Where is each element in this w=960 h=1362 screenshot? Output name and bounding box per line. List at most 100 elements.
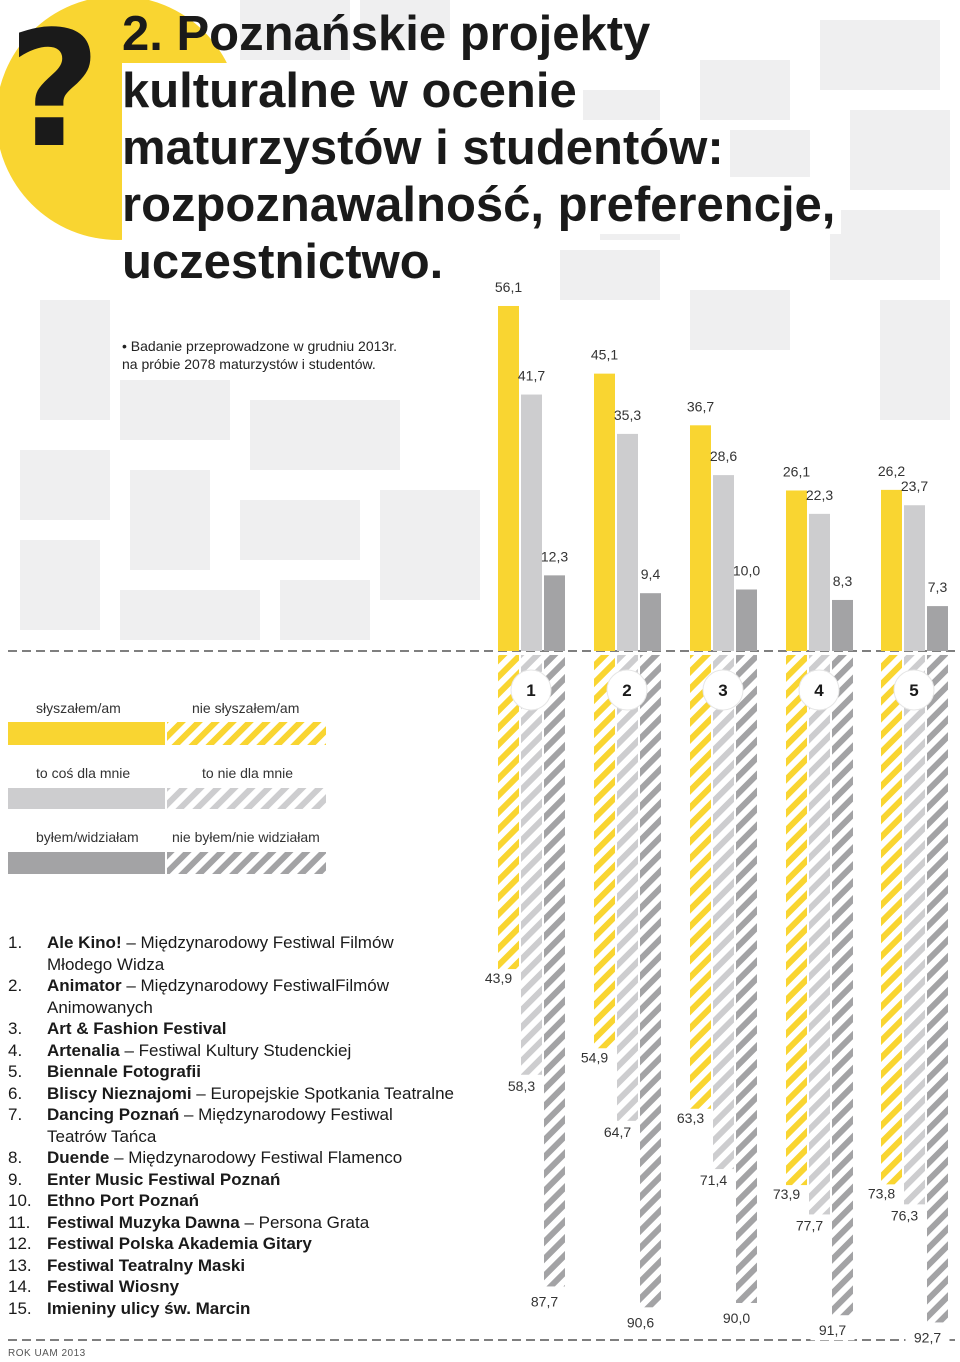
category-label: 5 bbox=[909, 681, 918, 700]
list-item-description: – Persona Grata bbox=[239, 1212, 370, 1232]
list-item: 9. Enter Music Festiwal Poznań bbox=[8, 1169, 454, 1191]
list-item-number: 13. bbox=[8, 1255, 32, 1275]
value-label-bg bbox=[595, 1122, 640, 1142]
value-label: 77,7 bbox=[796, 1217, 823, 1233]
title-line: 2. Poznańskie projekty bbox=[122, 7, 651, 61]
title-line: rozpoznawalność, preferencje, bbox=[122, 177, 842, 234]
value-label: 58,3 bbox=[508, 1078, 535, 1094]
value-label: 22,3 bbox=[806, 487, 833, 503]
category-circle bbox=[798, 669, 840, 711]
bar-heard bbox=[594, 373, 615, 651]
bar-heard bbox=[498, 305, 519, 651]
value-label: 76,3 bbox=[891, 1207, 918, 1223]
list-item-name: Bliscy Nieznajomi bbox=[47, 1083, 192, 1103]
value-label: 73,8 bbox=[868, 1185, 895, 1201]
legend-label-for-me: to coś dla mnie bbox=[36, 765, 131, 781]
note-line: • Badanie przeprowadzone w grudniu 2013r… bbox=[122, 338, 397, 354]
bar-attended bbox=[832, 599, 853, 651]
bar-not-for-me bbox=[809, 655, 830, 1215]
lower-bars bbox=[498, 655, 948, 1323]
value-label: 36,7 bbox=[687, 398, 714, 414]
list-item-name: Festiwal Muzyka Dawna bbox=[47, 1212, 240, 1232]
list-item-name: Ethno Port Poznań bbox=[47, 1191, 200, 1210]
value-label: 9,4 bbox=[641, 566, 661, 582]
bar-heard bbox=[786, 490, 807, 651]
list-item: 13. Festiwal Teatralny Maski bbox=[8, 1255, 454, 1277]
list-item-name: Dancing Poznań bbox=[47, 1105, 180, 1124]
footer-credit: ROK UAM 2013 bbox=[8, 1348, 86, 1359]
bar-not-heard bbox=[498, 655, 519, 972]
bar-not-attended bbox=[736, 655, 757, 1303]
value-label-bg bbox=[764, 1185, 809, 1205]
page-title: 2. Poznańskie projekty kulturalne w ocen… bbox=[122, 6, 922, 291]
upper-bars bbox=[498, 305, 948, 651]
bar-for-me bbox=[904, 505, 925, 651]
value-label: 7,3 bbox=[928, 579, 948, 595]
value-label-bg bbox=[810, 1321, 855, 1341]
category-label: 2 bbox=[622, 681, 631, 700]
value-label-bg bbox=[882, 1206, 927, 1226]
list-item-number: 12. bbox=[8, 1234, 32, 1253]
legend-swatch-heard bbox=[8, 722, 165, 745]
list-item-number: 6. bbox=[8, 1083, 23, 1103]
title-line: maturzystów i studentów: bbox=[122, 120, 730, 177]
value-label-bg bbox=[618, 1313, 663, 1333]
note-line: na próbie 2078 maturzystów i studentów. bbox=[122, 356, 376, 372]
legend-swatch-not-for-me bbox=[167, 788, 326, 809]
value-label: 23,7 bbox=[901, 478, 928, 494]
list-item-description: – Międzynarodowy Festiwal Flamenco bbox=[109, 1148, 403, 1167]
list-item-description: – Międzynarodowy Festiwal bbox=[179, 1105, 393, 1124]
list-item-number: 7. bbox=[8, 1105, 23, 1124]
value-label: 8,3 bbox=[833, 573, 853, 589]
bar-attended bbox=[736, 589, 757, 651]
list-item-number: 5. bbox=[8, 1062, 23, 1081]
list-item: 6. Bliscy Nieznajomi – Europejskie Spotka… bbox=[8, 1083, 454, 1105]
bar-attended bbox=[640, 593, 661, 651]
upper-value-labels: 56,1 41,7 12,3 45,1 35,3 9,4 36,7 28,6 10,0 26,1 2… bbox=[495, 279, 948, 595]
category-label: 3 bbox=[718, 681, 727, 700]
legend-swatch-not-attended bbox=[167, 852, 326, 874]
bar-not-heard bbox=[881, 655, 902, 1187]
list-item-description: – Międzynarodowy FestiwalFilmów bbox=[121, 976, 389, 995]
bar-not-attended bbox=[544, 655, 565, 1287]
bar-not-for-me bbox=[713, 655, 734, 1170]
list-item-name: Animator bbox=[47, 976, 122, 995]
value-label-bg bbox=[668, 1108, 713, 1128]
list-item-number: 2. bbox=[8, 976, 23, 995]
category-label: 4 bbox=[814, 681, 824, 700]
bar-not-heard bbox=[786, 655, 807, 1188]
category-circles: 1 2 3 4 5 bbox=[510, 669, 935, 711]
list-item: 4. Artenalia – Festiwal Kultury Studencki… bbox=[8, 1040, 454, 1062]
bar-for-me bbox=[617, 433, 638, 651]
list-item: 8. Duende – Międzynarodowy Festiwal Flame… bbox=[8, 1147, 454, 1169]
value-label: 45,1 bbox=[591, 347, 618, 363]
value-label: 71,4 bbox=[700, 1172, 727, 1188]
list-item: 15. Imieniny ulicy św. Marcin bbox=[8, 1298, 454, 1320]
lower-value-labels: 43,9 58,3 87,7 54,9 64,7 90,6 63,3 71,4 90,0 73,9… bbox=[476, 969, 950, 1348]
value-label-bg bbox=[499, 1076, 544, 1096]
legend-swatch-for-me bbox=[8, 788, 165, 809]
value-label: 63,3 bbox=[677, 1110, 704, 1126]
bar-attended bbox=[927, 606, 948, 651]
value-label-bg bbox=[522, 1292, 567, 1312]
list-item: 14. Festiwal Wiosny bbox=[8, 1276, 454, 1298]
category-circle bbox=[702, 669, 744, 711]
list-item: 3. Art & Fashion Festival bbox=[8, 1018, 454, 1040]
bar-attended bbox=[544, 575, 565, 651]
list-item-name: Duende bbox=[47, 1148, 110, 1167]
list-item: 12. Festiwal Polska Akademia Gitary bbox=[8, 1233, 454, 1255]
list-item-number: 15. bbox=[8, 1298, 32, 1318]
list-item-name: Imieniny ulicy św. Marcin bbox=[47, 1298, 251, 1318]
category-circle bbox=[606, 669, 648, 711]
list-item: 5. Biennale Fotografii bbox=[8, 1061, 454, 1083]
value-label: 73,9 bbox=[773, 1186, 800, 1202]
list-item-number: 9. bbox=[8, 1169, 23, 1189]
list-item-description: – Europejskie Spotkania Teatralne bbox=[191, 1083, 454, 1103]
value-label: 56,1 bbox=[495, 279, 522, 295]
value-label: 87,7 bbox=[531, 1293, 558, 1309]
value-label: 90,6 bbox=[627, 1314, 654, 1330]
value-label-bg bbox=[476, 969, 521, 989]
bar-not-for-me bbox=[904, 655, 925, 1205]
title-line: kulturalne w ocenie bbox=[122, 63, 583, 120]
